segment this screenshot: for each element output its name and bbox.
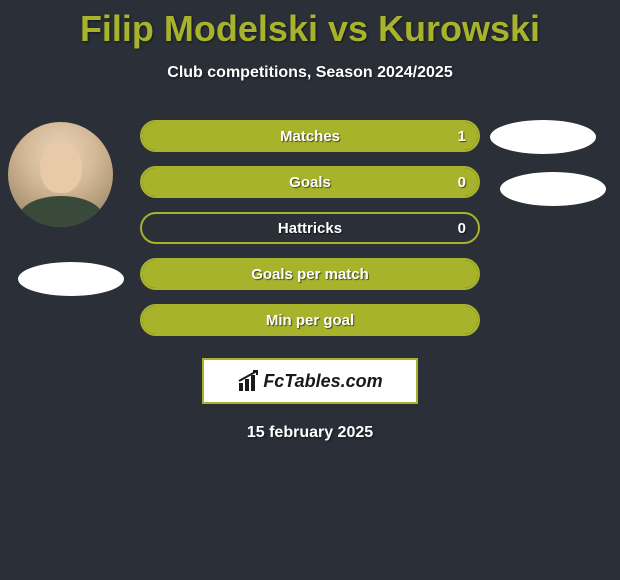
stat-bars: Matches 1 Goals 0 Hattricks 0 Goals per …: [140, 120, 480, 350]
date-label: 15 february 2025: [0, 424, 620, 442]
stat-value: 0: [458, 220, 466, 237]
comparison-panel: Matches 1 Goals 0 Hattricks 0 Goals per …: [0, 112, 620, 452]
stat-label: Matches: [280, 128, 340, 145]
logo-text: FcTables.com: [263, 371, 382, 392]
player2-stat-oval-1: [490, 120, 596, 154]
stat-row-goals: Goals 0: [140, 166, 480, 198]
stat-label: Hattricks: [278, 220, 342, 237]
stat-row-hattricks: Hattricks 0: [140, 212, 480, 244]
stat-value: 0: [458, 174, 466, 191]
stat-label: Goals per match: [251, 266, 369, 283]
player1-avatar: [8, 122, 113, 227]
stat-row-goals-per-match: Goals per match: [140, 258, 480, 290]
player2-stat-oval-2: [500, 172, 606, 206]
stat-row-matches: Matches 1: [140, 120, 480, 152]
subtitle: Club competitions, Season 2024/2025: [0, 64, 620, 82]
stat-value: 1: [458, 128, 466, 145]
stat-label: Min per goal: [266, 312, 354, 329]
bar-chart-icon: [237, 369, 261, 393]
player1-name-oval: [18, 262, 124, 296]
stat-row-min-per-goal: Min per goal: [140, 304, 480, 336]
stat-label: Goals: [289, 174, 331, 191]
page-title: Filip Modelski vs Kurowski: [0, 0, 620, 50]
fctables-logo[interactable]: FcTables.com: [202, 358, 418, 404]
